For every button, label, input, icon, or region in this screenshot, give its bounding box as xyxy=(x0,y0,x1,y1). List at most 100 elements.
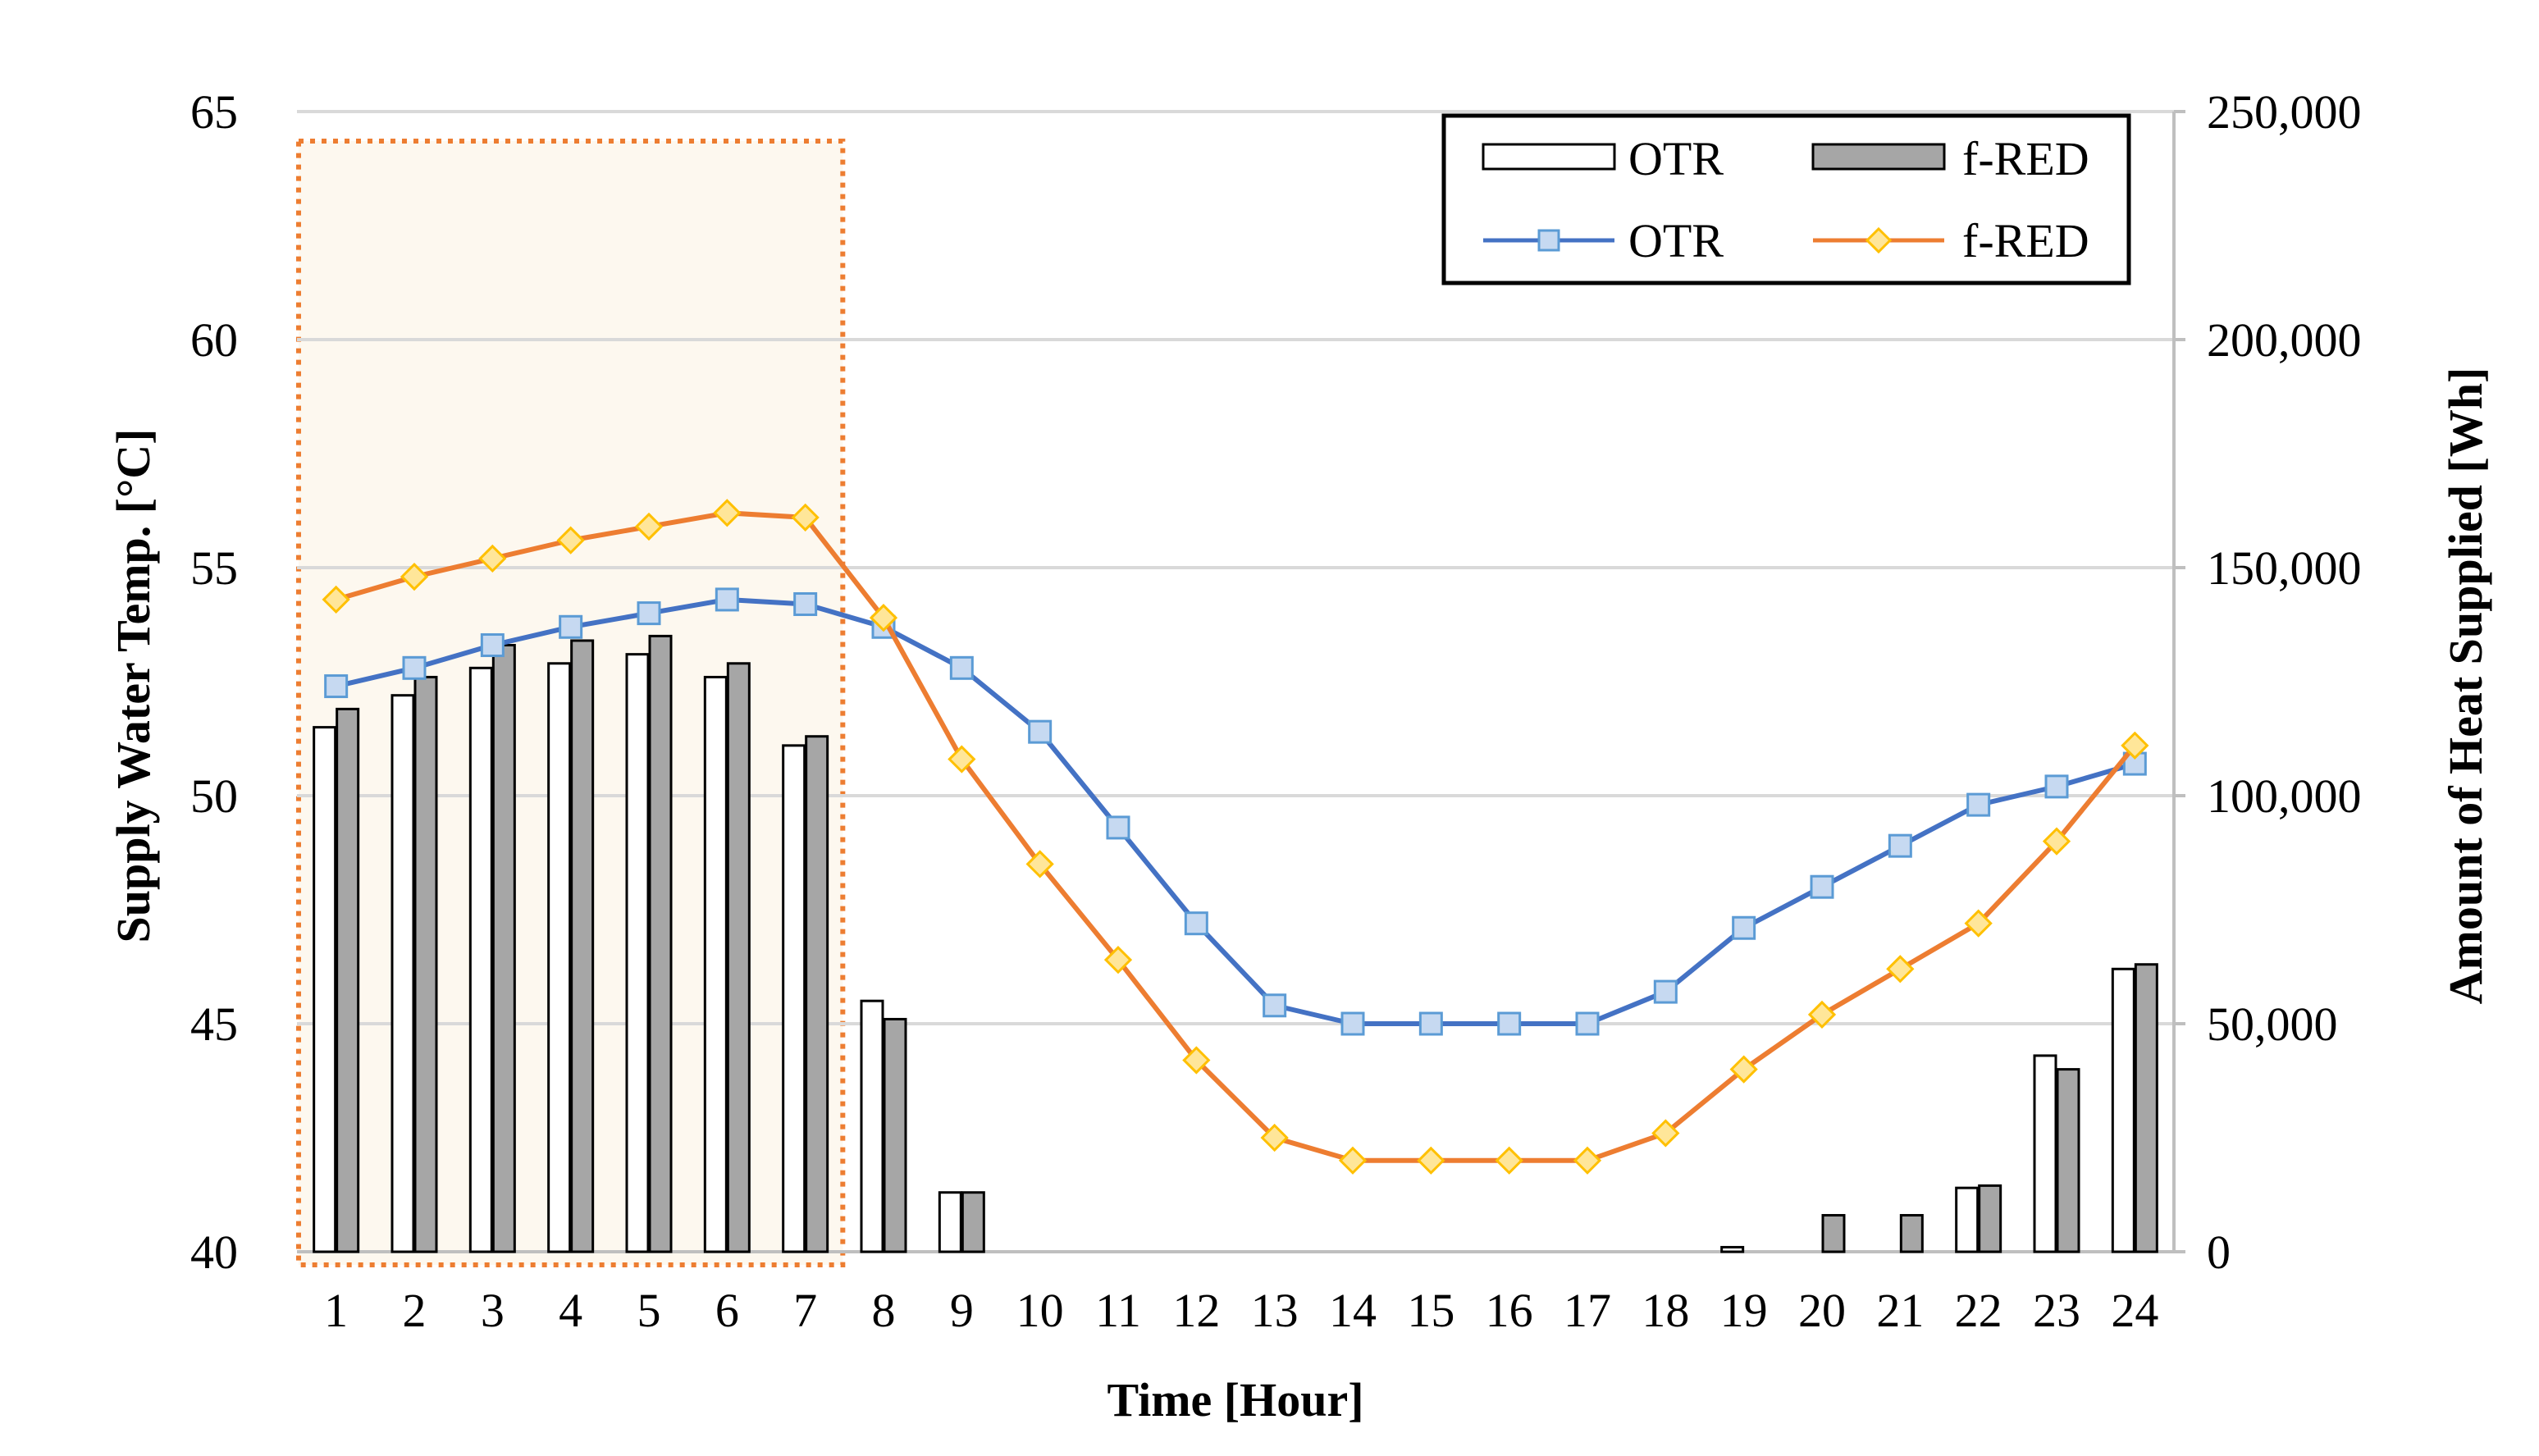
x-tick-label: 11 xyxy=(1095,1284,1141,1337)
x-tick-label: 22 xyxy=(1955,1284,2002,1337)
legend-label-bar-fred: f-RED xyxy=(1962,132,2089,185)
point-otr-hour-15 xyxy=(1418,1011,1443,1036)
y-right-tick-label: 200,000 xyxy=(2207,313,2362,367)
bar-fred-hour-4 xyxy=(570,639,595,1253)
bar-fred-hour-2 xyxy=(413,675,438,1253)
legend-swatch-bar-otr xyxy=(1482,143,1616,171)
tick-labels: 1 2 3 4 5 6 7 8 9 10 11 12 13 14 15 16 17 18 19 20 21 22 23 244… xyxy=(190,85,2362,1337)
bar-fred-hour-7 xyxy=(805,735,829,1253)
bar-otr-hour-2 xyxy=(390,694,415,1253)
y-right-tick-label: 50,000 xyxy=(2207,997,2338,1051)
point-otr-hour-14 xyxy=(1340,1011,1365,1036)
point-otr-hour-6 xyxy=(715,587,739,612)
x-tick-label: 17 xyxy=(1564,1284,1611,1337)
y-right-tick-label: 0 xyxy=(2207,1226,2231,1279)
legend-marker-line-fred xyxy=(1865,226,1893,254)
x-tick-label: 3 xyxy=(481,1284,505,1337)
bar-otr-hour-8 xyxy=(860,999,884,1253)
y-left-tick-label: 45 xyxy=(190,997,238,1051)
bar-fred-hour-9 xyxy=(961,1191,985,1253)
y-right-tick-label: 150,000 xyxy=(2207,541,2362,595)
point-fred-hour-3 xyxy=(478,544,507,573)
point-otr-hour-5 xyxy=(637,601,661,626)
point-otr-hour-7 xyxy=(793,591,818,616)
y-left-tick-label: 65 xyxy=(190,85,238,139)
point-fred-hour-5 xyxy=(634,512,664,541)
point-fred-hour-18 xyxy=(1651,1119,1680,1148)
bar-otr-hour-22 xyxy=(1955,1186,1980,1253)
x-tick-label: 1 xyxy=(324,1284,348,1337)
point-fred-hour-19 xyxy=(1729,1055,1758,1084)
point-otr-hour-11 xyxy=(1106,815,1130,840)
bar-otr-hour-4 xyxy=(547,662,572,1253)
bar-fred-hour-6 xyxy=(726,662,751,1253)
point-otr-hour-20 xyxy=(1810,874,1834,899)
bar-series xyxy=(313,634,2158,1253)
point-otr-hour-12 xyxy=(1184,911,1208,936)
point-fred-hour-16 xyxy=(1495,1146,1523,1175)
point-otr-hour-16 xyxy=(1497,1011,1522,1036)
point-fred-hour-13 xyxy=(1260,1123,1289,1152)
y-right-tick-label: 250,000 xyxy=(2207,85,2362,139)
x-tick-label: 18 xyxy=(1642,1284,1689,1337)
point-otr-hour-3 xyxy=(480,633,505,658)
point-otr-hour-19 xyxy=(1732,915,1756,940)
point-fred-hour-7 xyxy=(791,503,820,532)
bar-otr-hour-5 xyxy=(625,653,650,1253)
line-series xyxy=(322,499,2149,1175)
axes xyxy=(297,110,2185,1253)
point-otr-hour-21 xyxy=(1888,833,1912,858)
bar-fred-hour-20 xyxy=(1821,1214,1846,1253)
point-fred-hour-14 xyxy=(1338,1146,1368,1175)
x-tick-label: 24 xyxy=(2111,1284,2158,1337)
line-otr xyxy=(335,596,2136,1026)
point-otr-hour-18 xyxy=(1653,979,1678,1004)
legend-label-line-otr: OTR xyxy=(1628,214,1724,267)
x-tick-label: 16 xyxy=(1486,1284,1533,1337)
bar-otr-hour-9 xyxy=(938,1191,962,1253)
y-right-tick-label: 100,000 xyxy=(2207,769,2362,823)
bar-otr-hour-24 xyxy=(2111,967,2135,1253)
bar-otr-hour-19 xyxy=(1720,1245,1745,1253)
point-fred-hour-10 xyxy=(1025,850,1054,879)
point-otr-hour-17 xyxy=(1575,1011,1600,1036)
x-tick-label: 20 xyxy=(1798,1284,1846,1337)
point-fred-hour-1 xyxy=(322,585,350,614)
bar-otr-hour-7 xyxy=(782,744,806,1253)
point-otr-hour-1 xyxy=(324,674,349,699)
x-tick-label: 23 xyxy=(2033,1284,2080,1337)
x-tick-label: 5 xyxy=(637,1284,661,1337)
point-otr-hour-22 xyxy=(1966,792,1991,817)
x-tick-label: 9 xyxy=(950,1284,974,1337)
bar-fred-hour-5 xyxy=(648,634,673,1253)
x-tick-label: 7 xyxy=(793,1284,817,1337)
y-axis-title-right: Amount of Heat Supplied [Wh] xyxy=(2439,367,2492,1005)
point-fred-hour-4 xyxy=(556,526,585,555)
y-left-tick-label: 55 xyxy=(190,541,238,595)
y-left-tick-label: 40 xyxy=(190,1226,238,1279)
bar-otr-hour-3 xyxy=(468,666,493,1253)
x-tick-label: 14 xyxy=(1329,1284,1377,1337)
legend-marker-line-otr xyxy=(1537,229,1560,252)
x-axis-title: Time [Hour] xyxy=(1107,1373,1363,1426)
point-otr-hour-2 xyxy=(402,655,427,680)
line-fred xyxy=(335,510,2137,1163)
x-tick-label: 8 xyxy=(872,1284,896,1337)
point-fred-hour-22 xyxy=(1964,909,1993,938)
bar-fred-hour-1 xyxy=(336,707,360,1253)
x-tick-label: 6 xyxy=(715,1284,739,1337)
x-tick-label: 15 xyxy=(1407,1284,1454,1337)
x-tick-label: 2 xyxy=(403,1284,427,1337)
point-otr-hour-4 xyxy=(559,614,583,639)
legend: OTR f-RED OTR f-RED xyxy=(1441,113,2131,285)
legend-swatch-bar-fred xyxy=(1811,143,1946,171)
point-fred-hour-17 xyxy=(1573,1146,1602,1175)
bar-fred-hour-23 xyxy=(2056,1068,2080,1253)
x-tick-label: 4 xyxy=(559,1284,582,1337)
point-fred-hour-20 xyxy=(1807,1000,1837,1029)
point-otr-hour-13 xyxy=(1263,993,1287,1018)
point-fred-hour-2 xyxy=(400,562,429,591)
x-tick-label: 13 xyxy=(1251,1284,1299,1337)
bar-otr-hour-6 xyxy=(703,675,728,1253)
